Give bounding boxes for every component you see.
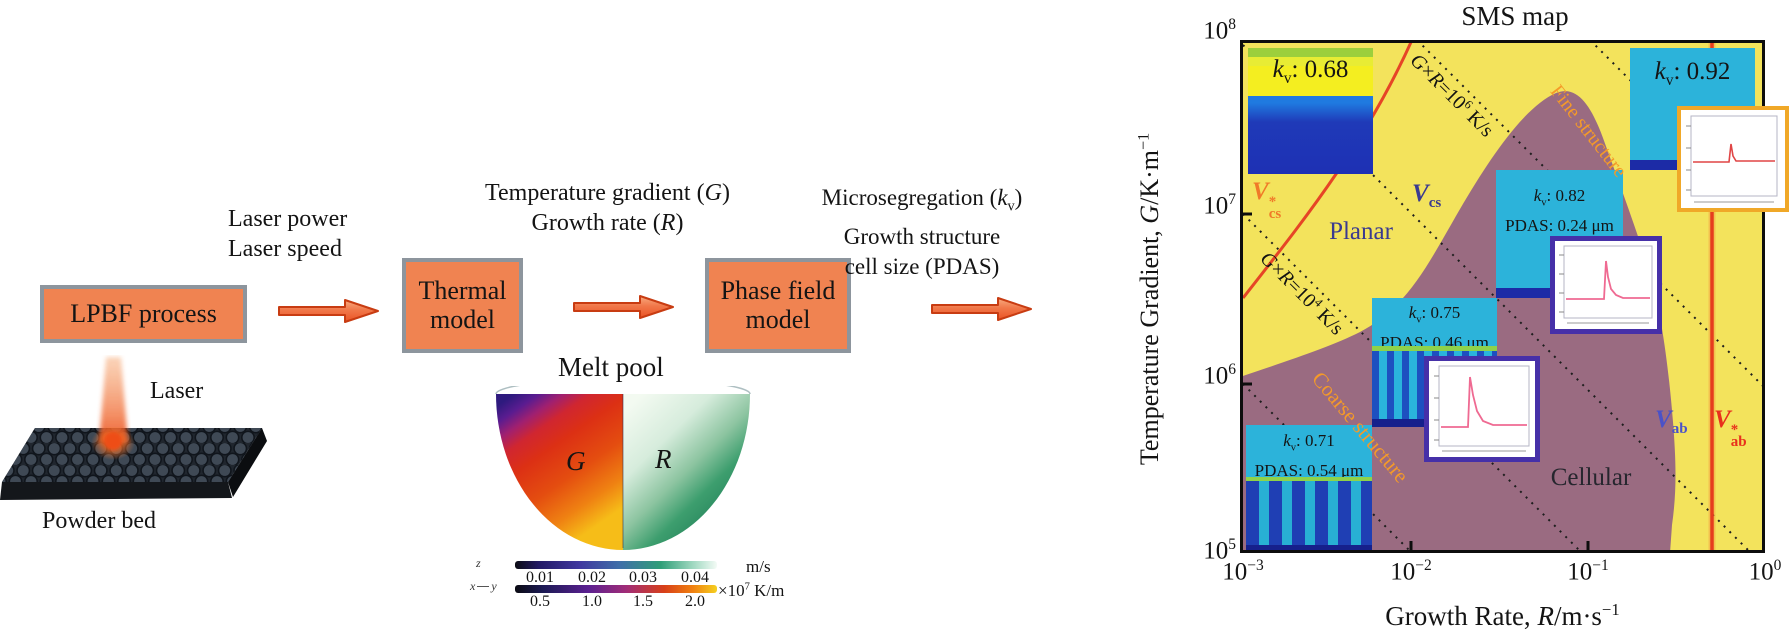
thermal-model-box: Thermal model <box>402 258 523 353</box>
vcs-star-label: V * cs <box>1252 178 1282 222</box>
cellular-region-label: Cellular <box>1550 464 1632 491</box>
gradient-colorbar-ticks: 0.5 1.0 1.5 2.0 <box>530 593 705 610</box>
iso-gxr-dashed-lines <box>1242 40 1765 553</box>
y-tick-1e7: 107 <box>1203 191 1236 220</box>
flow-arrow-icon <box>931 297 1032 321</box>
sms-map-title: SMS map <box>1461 1 1569 31</box>
growth-structure-label: Growth structure <box>843 223 1001 249</box>
phase-field-label-1: Phase field <box>720 275 836 305</box>
velocity-colorbar <box>515 561 717 569</box>
lpbf-process-box: LPBF process <box>40 285 247 343</box>
flow-arrow-icon <box>573 295 674 319</box>
gr-outputs-label: Temperature gradient (G) Growth rate (R) <box>425 178 790 238</box>
concentration-profile-plot <box>1434 365 1530 452</box>
microsegregation-label: Microsegregation (kv) <box>821 185 1023 215</box>
kv082-pdas-label: PDAS: 0.24 μm <box>1505 216 1614 236</box>
concentration-profile-plot <box>1686 115 1778 203</box>
laser-speed-label: Laser speed <box>228 236 342 262</box>
vcs-label: Vcs <box>1412 180 1442 211</box>
y-axis-title: Temperature Gradient, G/K·m−1 <box>1135 132 1164 466</box>
vab-label: Vab <box>1655 406 1688 437</box>
kv075-label: kv: 0.75 <box>1408 303 1461 326</box>
inset-kv071: kv: 0.71 PDAS: 0.54 μm <box>1246 425 1372 553</box>
melt-pool-illustration <box>495 386 751 550</box>
x-tick-1e-3: 10−3 <box>1222 557 1264 586</box>
inset-concentration-profile-right <box>1677 106 1789 212</box>
growth-rate-label: Growth rate (R) <box>531 210 684 236</box>
melt-pool-g-label: G <box>566 446 586 476</box>
laser-beam-icon <box>99 357 128 443</box>
x-tick-1e-1: 10−1 <box>1567 557 1609 586</box>
melt-pool-r-label: R <box>655 444 672 474</box>
laser-label: Laser <box>150 378 204 404</box>
y-tick-1e6: 106 <box>1203 361 1236 390</box>
powder-bed-label: Powder bed <box>42 508 156 534</box>
y-tick-1e5: 105 <box>1203 536 1236 565</box>
laser-inputs-label: Laser power Laser speed <box>228 204 347 264</box>
velocity-colorbar-unit: m/s <box>746 557 771 576</box>
kv068-label: kv: 0.68 <box>1272 56 1349 87</box>
kv092-label: kv: 0.92 <box>1654 58 1731 89</box>
thermal-model-label-1: Thermal <box>418 275 507 305</box>
inset-concentration-profile-upper <box>1550 236 1662 334</box>
x-tick-1e-2: 10−2 <box>1390 557 1432 586</box>
phase-field-model-box: Phase field model <box>705 258 851 353</box>
gradient-colorbar <box>515 585 717 593</box>
powder-bed-illustration <box>0 357 267 500</box>
velocity-colorbar-ticks: 0.01 0.02 0.03 0.04 <box>526 569 709 586</box>
kv082-label: kv: 0.82 <box>1533 186 1586 209</box>
x-tick-1e0: 100 <box>1748 557 1782 586</box>
temperature-gradient-label: Temperature gradient (G) <box>485 180 730 206</box>
lpbf-process-label: LPBF process <box>70 298 217 328</box>
phase-field-label-2: model <box>745 304 811 334</box>
y-tick-1e8: 108 <box>1203 16 1236 45</box>
concentration-profile-plot <box>1559 245 1653 324</box>
thermal-model-label-2: model <box>430 304 495 334</box>
pf-outputs-label: Microsegregation (kv) Growth structure c… <box>812 183 1032 282</box>
planar-region-label: Planar <box>1329 218 1393 245</box>
melt-pool-label: Melt pool <box>558 352 664 382</box>
flow-arrow-icon <box>278 299 379 323</box>
kv071-microstructure-image <box>1246 477 1372 553</box>
kv071-label: kv: 0.71 <box>1283 431 1335 454</box>
vcs-critical-line <box>1241 40 1414 299</box>
cell-size-label: cell size (PDAS) <box>844 253 1000 279</box>
inset-kv068: kv: 0.68 <box>1248 48 1373 174</box>
laser-power-label: Laser power <box>228 206 348 232</box>
x-axis-title: Growth Rate, R/m·s−1 <box>1385 600 1620 631</box>
kv071-pdas-label: PDAS: 0.54 μm <box>1254 461 1364 481</box>
vab-star-label: V * ab <box>1714 406 1747 450</box>
inset-concentration-profile-lower <box>1424 356 1540 462</box>
kv068-simulation-image <box>1248 96 1373 174</box>
gradient-colorbar-unit: ×107 K/m <box>718 581 785 600</box>
sms-plot-area: kv: 0.68 kv: 0.92 kv: 0.82 PDAS: 0.24 μm… <box>1240 40 1789 553</box>
